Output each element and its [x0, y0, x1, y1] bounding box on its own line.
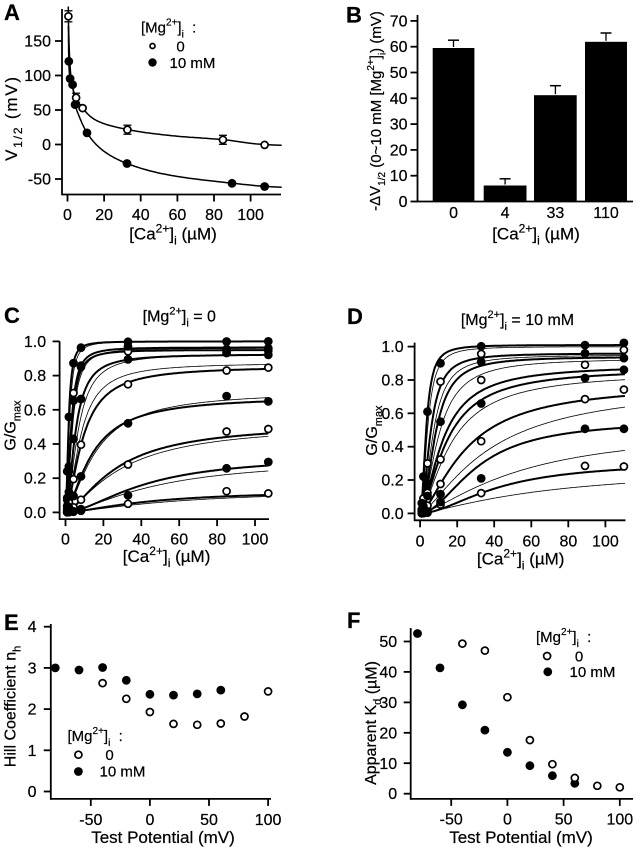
- svg-text:-50: -50: [28, 172, 51, 189]
- svg-text:100: 100: [242, 532, 269, 549]
- svg-text:30: 30: [379, 695, 397, 712]
- svg-text:Hill Coefficient nh: Hill Coefficient nh: [3, 646, 24, 767]
- svg-text:D: D: [347, 304, 363, 329]
- svg-text:60: 60: [170, 532, 188, 549]
- svg-text:0.6: 0.6: [381, 406, 403, 423]
- svg-text:0: 0: [176, 39, 184, 56]
- svg-text:0.0: 0.0: [381, 506, 403, 523]
- svg-text:B: B: [346, 3, 362, 28]
- svg-text:20: 20: [390, 142, 408, 159]
- svg-text:0.4: 0.4: [24, 437, 46, 454]
- svg-text:A: A: [4, 0, 20, 25]
- svg-text:Apparent Kd (µM): Apparent Kd (µM): [363, 661, 384, 785]
- svg-text:100: 100: [24, 68, 51, 85]
- svg-text:0: 0: [105, 747, 113, 764]
- svg-text:-50: -50: [79, 812, 102, 829]
- svg-text:C: C: [4, 303, 20, 328]
- svg-text:20: 20: [95, 532, 113, 549]
- svg-text:100: 100: [606, 811, 633, 828]
- svg-text:0: 0: [503, 811, 512, 828]
- svg-text:60: 60: [168, 207, 186, 224]
- svg-text:10 mM: 10 mM: [570, 664, 616, 681]
- svg-text:Test Potential (mV): Test Potential (mV): [91, 828, 235, 847]
- svg-text:40: 40: [132, 207, 150, 224]
- svg-text:60: 60: [390, 39, 408, 56]
- svg-text:33: 33: [546, 205, 564, 222]
- svg-text:[Ca2+]i (µM): [Ca2+]i (µM): [492, 222, 580, 248]
- svg-text:-50: -50: [440, 811, 463, 828]
- svg-text:0: 0: [42, 137, 51, 154]
- svg-text:4: 4: [501, 205, 510, 222]
- svg-text:0.2: 0.2: [381, 473, 403, 490]
- svg-text:[Ca2+]i (µM): [Ca2+]i (µM): [477, 547, 565, 573]
- svg-text:20: 20: [448, 533, 466, 550]
- svg-text:3: 3: [28, 660, 37, 677]
- svg-text:0: 0: [61, 532, 70, 549]
- svg-text:50: 50: [200, 812, 218, 829]
- svg-text:100: 100: [592, 533, 619, 550]
- svg-text:0: 0: [388, 786, 397, 803]
- svg-text:Test Potential (mV): Test Potential (mV): [449, 828, 593, 847]
- svg-text:50: 50: [379, 634, 397, 651]
- svg-text:0.4: 0.4: [381, 439, 403, 456]
- svg-text:20: 20: [379, 725, 397, 742]
- svg-text:0.2: 0.2: [24, 471, 46, 488]
- svg-text:1.0: 1.0: [24, 334, 46, 351]
- svg-text:0.6: 0.6: [24, 402, 46, 419]
- svg-text:0: 0: [28, 784, 37, 801]
- svg-text:4: 4: [28, 619, 37, 636]
- svg-text:1: 1: [28, 743, 37, 760]
- svg-text:0: 0: [145, 812, 154, 829]
- svg-text:0: 0: [63, 207, 72, 224]
- svg-text:40: 40: [390, 91, 408, 108]
- svg-text:[Ca2+]i (µM): [Ca2+]i (µM): [129, 222, 217, 248]
- svg-text:0: 0: [399, 194, 408, 211]
- svg-text:100: 100: [255, 812, 282, 829]
- svg-text:50: 50: [33, 103, 51, 120]
- svg-text:10: 10: [390, 168, 408, 185]
- svg-text:50: 50: [555, 811, 573, 828]
- svg-text:40: 40: [485, 533, 503, 550]
- svg-text:40: 40: [132, 532, 150, 549]
- svg-text:30: 30: [390, 117, 408, 134]
- svg-text:[Ca2+]i (µM): [Ca2+]i (µM): [123, 544, 211, 570]
- svg-text:50: 50: [390, 65, 408, 82]
- svg-text:E: E: [4, 610, 19, 635]
- svg-text:110: 110: [593, 205, 619, 222]
- svg-text:F: F: [347, 608, 360, 633]
- svg-text:0: 0: [449, 205, 458, 222]
- svg-text:80: 80: [559, 533, 577, 550]
- svg-text:40: 40: [379, 664, 397, 681]
- svg-text:100: 100: [237, 207, 264, 224]
- svg-text:0: 0: [416, 533, 425, 550]
- svg-text:0.8: 0.8: [381, 372, 403, 389]
- svg-text:20: 20: [95, 207, 113, 224]
- svg-text:10: 10: [379, 756, 397, 773]
- svg-text:2: 2: [28, 702, 37, 719]
- svg-text:150: 150: [24, 34, 51, 51]
- svg-text:1.0: 1.0: [381, 339, 403, 356]
- svg-text:80: 80: [205, 207, 223, 224]
- svg-text:0.8: 0.8: [24, 368, 46, 385]
- svg-text:0: 0: [575, 648, 583, 665]
- svg-text:0.0: 0.0: [24, 505, 46, 522]
- svg-text:70: 70: [390, 13, 408, 30]
- svg-text:80: 80: [208, 532, 226, 549]
- svg-text:10 mM: 10 mM: [100, 764, 146, 781]
- svg-text:10 mM: 10 mM: [170, 55, 216, 72]
- svg-text:60: 60: [522, 533, 540, 550]
